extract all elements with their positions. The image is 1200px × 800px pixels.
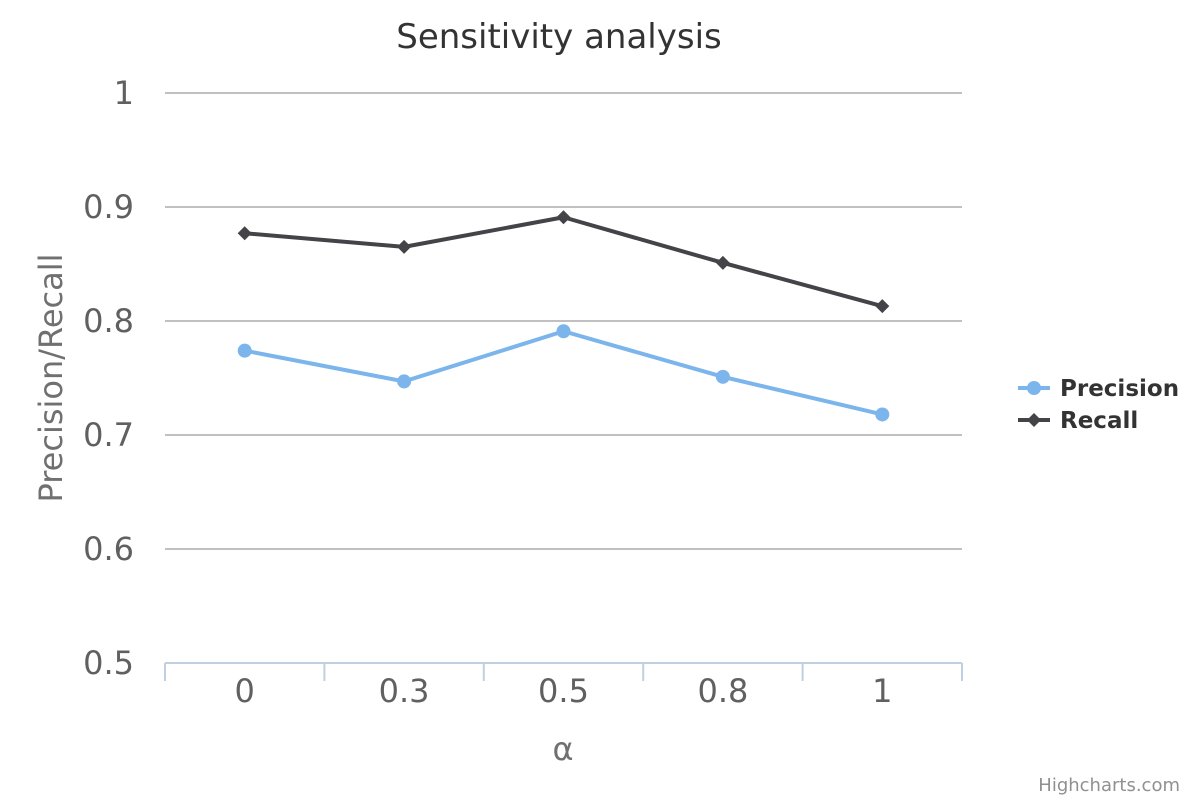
y-axis: 0.5 0.6 0.7 0.8 0.9 1 [83,74,134,682]
y-tick-label: 0.8 [83,302,134,340]
x-tick-label: 0.5 [538,672,589,710]
recall-point [397,239,412,254]
credits-link[interactable]: Highcharts.com [1038,775,1180,796]
precision-point [715,369,730,384]
precision-line [242,329,885,417]
legend-marker [1027,381,1041,395]
recall-point [556,210,571,225]
x-tick-label: 0.8 [697,672,748,710]
series-layer [237,210,890,422]
recall-point [875,299,890,314]
legend: Precision Recall [1018,376,1179,434]
precision-point [397,374,412,389]
x-tick-label: 1 [872,672,892,710]
x-tick-label: 0.3 [379,672,430,710]
legend-item-recall[interactable]: Recall [1018,408,1138,434]
legend-marker [1027,413,1041,427]
recall-point [715,255,730,270]
y-tick-label: 1 [114,74,134,112]
precision-point [875,407,890,422]
legend-item-precision[interactable]: Precision [1018,376,1179,402]
y-tick-label: 0.7 [83,416,134,454]
x-tick-label: 0 [235,672,255,710]
chart-title: Sensitivity analysis [396,17,721,57]
legend-label: Precision [1060,376,1179,402]
x-axis-title: α [552,730,573,768]
y-tick-label: 0.9 [83,188,134,226]
y-axis-title: Precision/Recall [32,253,70,502]
x-axis: 0 0.3 0.5 0.8 1 [164,662,963,710]
recall-line [242,215,885,309]
recall-point [237,226,252,241]
gridlines [165,92,962,550]
legend-label: Recall [1060,408,1138,434]
y-tick-label: 0.5 [83,644,134,682]
y-tick-label: 0.6 [83,530,134,568]
series-recall [237,210,890,314]
precision-point [556,324,571,339]
precision-point [237,343,252,358]
series-precision [237,324,890,422]
